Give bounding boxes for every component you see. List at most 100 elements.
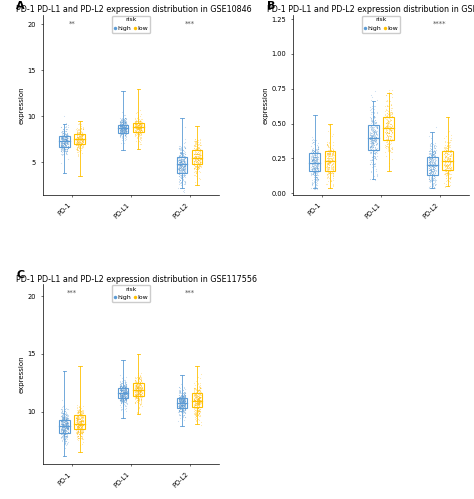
Point (64, 428, 71, 436)
Point (177, 178, 185, 186)
Point (370, 137, 377, 145)
Point (329, 153, 337, 161)
Point (431, 156, 438, 164)
Point (75, 411, 82, 419)
Point (180, 159, 188, 167)
Point (137, 120, 144, 128)
Point (117, 386, 125, 394)
Point (122, 384, 129, 392)
Point (428, 154, 436, 162)
Point (79, 427, 86, 435)
Point (386, 109, 394, 117)
Point (383, 122, 390, 130)
Point (445, 155, 453, 163)
Point (192, 389, 200, 397)
Point (75, 420, 83, 428)
Point (73, 418, 81, 426)
Point (117, 120, 125, 128)
Point (176, 392, 183, 400)
Point (79, 421, 87, 429)
Point (177, 152, 185, 160)
Y-axis label: expression: expression (18, 86, 25, 124)
Point (324, 142, 331, 150)
Point (196, 392, 203, 400)
Point (311, 137, 319, 145)
Point (77, 428, 84, 436)
Point (131, 120, 139, 128)
Point (177, 407, 184, 415)
Point (444, 138, 451, 146)
Point (178, 161, 185, 169)
Point (75, 133, 83, 141)
Point (371, 118, 379, 126)
Point (177, 392, 185, 400)
Point (135, 374, 143, 382)
Point (311, 146, 319, 154)
Point (118, 398, 126, 406)
Y-axis label: expression: expression (263, 86, 268, 124)
Point (181, 394, 189, 402)
Point (77, 423, 84, 431)
Point (59, 135, 66, 143)
Point (179, 394, 186, 402)
Point (193, 399, 201, 407)
Point (134, 390, 141, 398)
Point (74, 407, 82, 415)
Point (59, 429, 67, 437)
Point (57, 435, 65, 443)
Point (194, 163, 202, 171)
Point (74, 136, 82, 144)
Point (63, 135, 71, 143)
Point (367, 131, 374, 139)
Point (308, 156, 316, 164)
Point (182, 123, 189, 131)
Point (59, 428, 66, 436)
Point (329, 149, 337, 157)
Point (133, 128, 141, 136)
Point (123, 124, 130, 132)
Point (308, 157, 316, 165)
Point (196, 149, 203, 157)
Point (118, 127, 125, 135)
Point (447, 165, 455, 173)
Point (311, 153, 319, 161)
Point (190, 397, 198, 405)
Point (177, 157, 185, 165)
Point (121, 393, 129, 401)
Point (429, 162, 437, 170)
Point (137, 401, 144, 409)
Point (428, 167, 436, 175)
Point (137, 127, 144, 135)
Point (78, 428, 85, 436)
Point (131, 388, 139, 396)
Point (137, 379, 145, 387)
Point (444, 162, 452, 170)
Point (120, 396, 128, 404)
Point (57, 132, 65, 140)
Point (383, 121, 391, 129)
Point (176, 151, 183, 159)
Point (194, 399, 202, 407)
Point (176, 157, 183, 165)
Point (119, 399, 127, 407)
Point (389, 110, 396, 118)
Point (138, 384, 146, 392)
Point (59, 136, 66, 144)
Point (119, 117, 127, 125)
Point (58, 429, 65, 437)
Point (63, 131, 70, 139)
Point (59, 429, 67, 437)
Point (79, 416, 87, 424)
Point (135, 386, 143, 394)
Point (137, 377, 144, 385)
Point (61, 411, 69, 419)
Point (119, 401, 127, 409)
Point (190, 159, 198, 167)
Point (196, 400, 204, 408)
Point (63, 147, 71, 155)
Point (425, 158, 433, 166)
Point (57, 146, 65, 154)
Point (136, 388, 144, 396)
Point (60, 424, 68, 432)
Point (120, 121, 128, 129)
